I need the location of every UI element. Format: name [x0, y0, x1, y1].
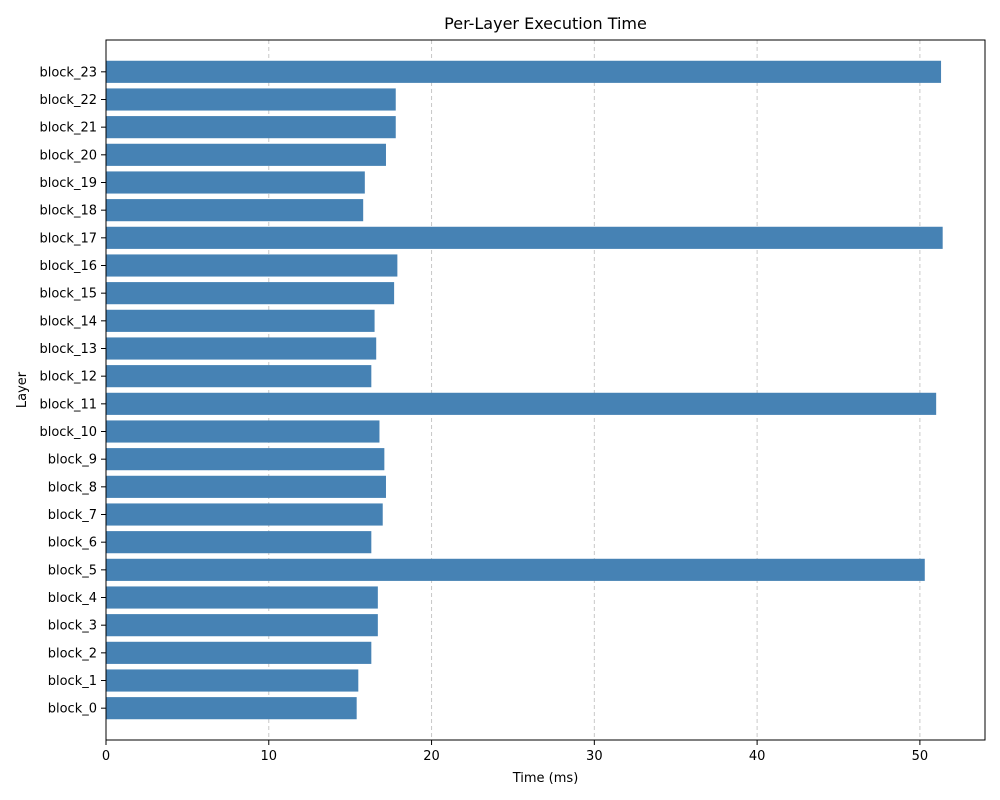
- y-tick-label: block_8: [48, 480, 97, 495]
- y-tick-label: block_11: [39, 397, 97, 412]
- y-tick-label: block_17: [39, 231, 97, 246]
- y-tick-label: block_13: [39, 342, 97, 357]
- y-tick-label: block_3: [48, 619, 97, 634]
- x-tick-label: 50: [912, 749, 929, 764]
- y-tick-label: block_15: [39, 287, 97, 302]
- bar-block_13: [106, 337, 377, 360]
- bars: [106, 60, 943, 720]
- bar-block_0: [106, 697, 357, 720]
- bar-block_3: [106, 614, 378, 637]
- bar-block_1: [106, 669, 359, 692]
- y-tick-label: block_0: [48, 702, 97, 717]
- bar-block_7: [106, 503, 383, 526]
- bar-block_8: [106, 475, 386, 498]
- x-tick-label: 10: [261, 749, 278, 764]
- bar-block_20: [106, 143, 386, 166]
- y-tick-label: block_21: [39, 121, 97, 136]
- bar-block_2: [106, 641, 372, 664]
- y-tick-label: block_14: [39, 314, 97, 329]
- bar-block_23: [106, 60, 942, 83]
- y-tick-label: block_18: [39, 204, 97, 219]
- y-tick-label: block_16: [39, 259, 97, 274]
- x-tick-label: 20: [423, 749, 440, 764]
- y-tick-label: block_12: [39, 370, 97, 385]
- y-tick-label: block_6: [48, 536, 97, 551]
- x-tick-label: 0: [102, 749, 110, 764]
- y-tick-label: block_10: [39, 425, 97, 440]
- y-tick-label: block_23: [39, 65, 97, 80]
- y-tick-label: block_7: [48, 508, 97, 523]
- x-axis-title: Time (ms): [512, 771, 579, 786]
- bar-block_15: [106, 282, 395, 305]
- bar-block_18: [106, 199, 364, 222]
- bar-block_12: [106, 365, 372, 388]
- bar-block_10: [106, 420, 380, 443]
- x-ticks: 0 10 20 30 40 50: [102, 740, 928, 764]
- bar-block_5: [106, 558, 925, 581]
- bar-block_11: [106, 392, 937, 415]
- y-tick-label: block_1: [48, 674, 97, 689]
- y-tick-label: block_2: [48, 646, 97, 661]
- y-tick-label: block_9: [48, 453, 97, 468]
- bar-block_17: [106, 226, 943, 249]
- x-tick-label: 40: [749, 749, 766, 764]
- chart-title: Per-Layer Execution Time: [444, 14, 647, 33]
- bar-block_4: [106, 586, 378, 609]
- y-tick-label: block_5: [48, 563, 97, 578]
- y-axis-title: Layer: [15, 371, 30, 408]
- y-ticks: block_0 block_1 block_2 block_3 block_4 block…: [39, 65, 106, 717]
- y-tick-label: block_20: [39, 148, 97, 163]
- y-tick-label: block_19: [39, 176, 97, 191]
- y-tick-label: block_22: [39, 93, 97, 108]
- bar-block_6: [106, 531, 372, 554]
- bar-block_16: [106, 254, 398, 277]
- bar-block_21: [106, 116, 396, 139]
- y-tick-label: block_4: [48, 591, 97, 606]
- bar-block_22: [106, 88, 396, 111]
- bar-block_9: [106, 448, 385, 471]
- plot-frame: [105, 39, 986, 741]
- bar-block_14: [106, 309, 375, 332]
- bar-block_19: [106, 171, 365, 194]
- axes: [105, 39, 986, 741]
- x-tick-label: 30: [586, 749, 603, 764]
